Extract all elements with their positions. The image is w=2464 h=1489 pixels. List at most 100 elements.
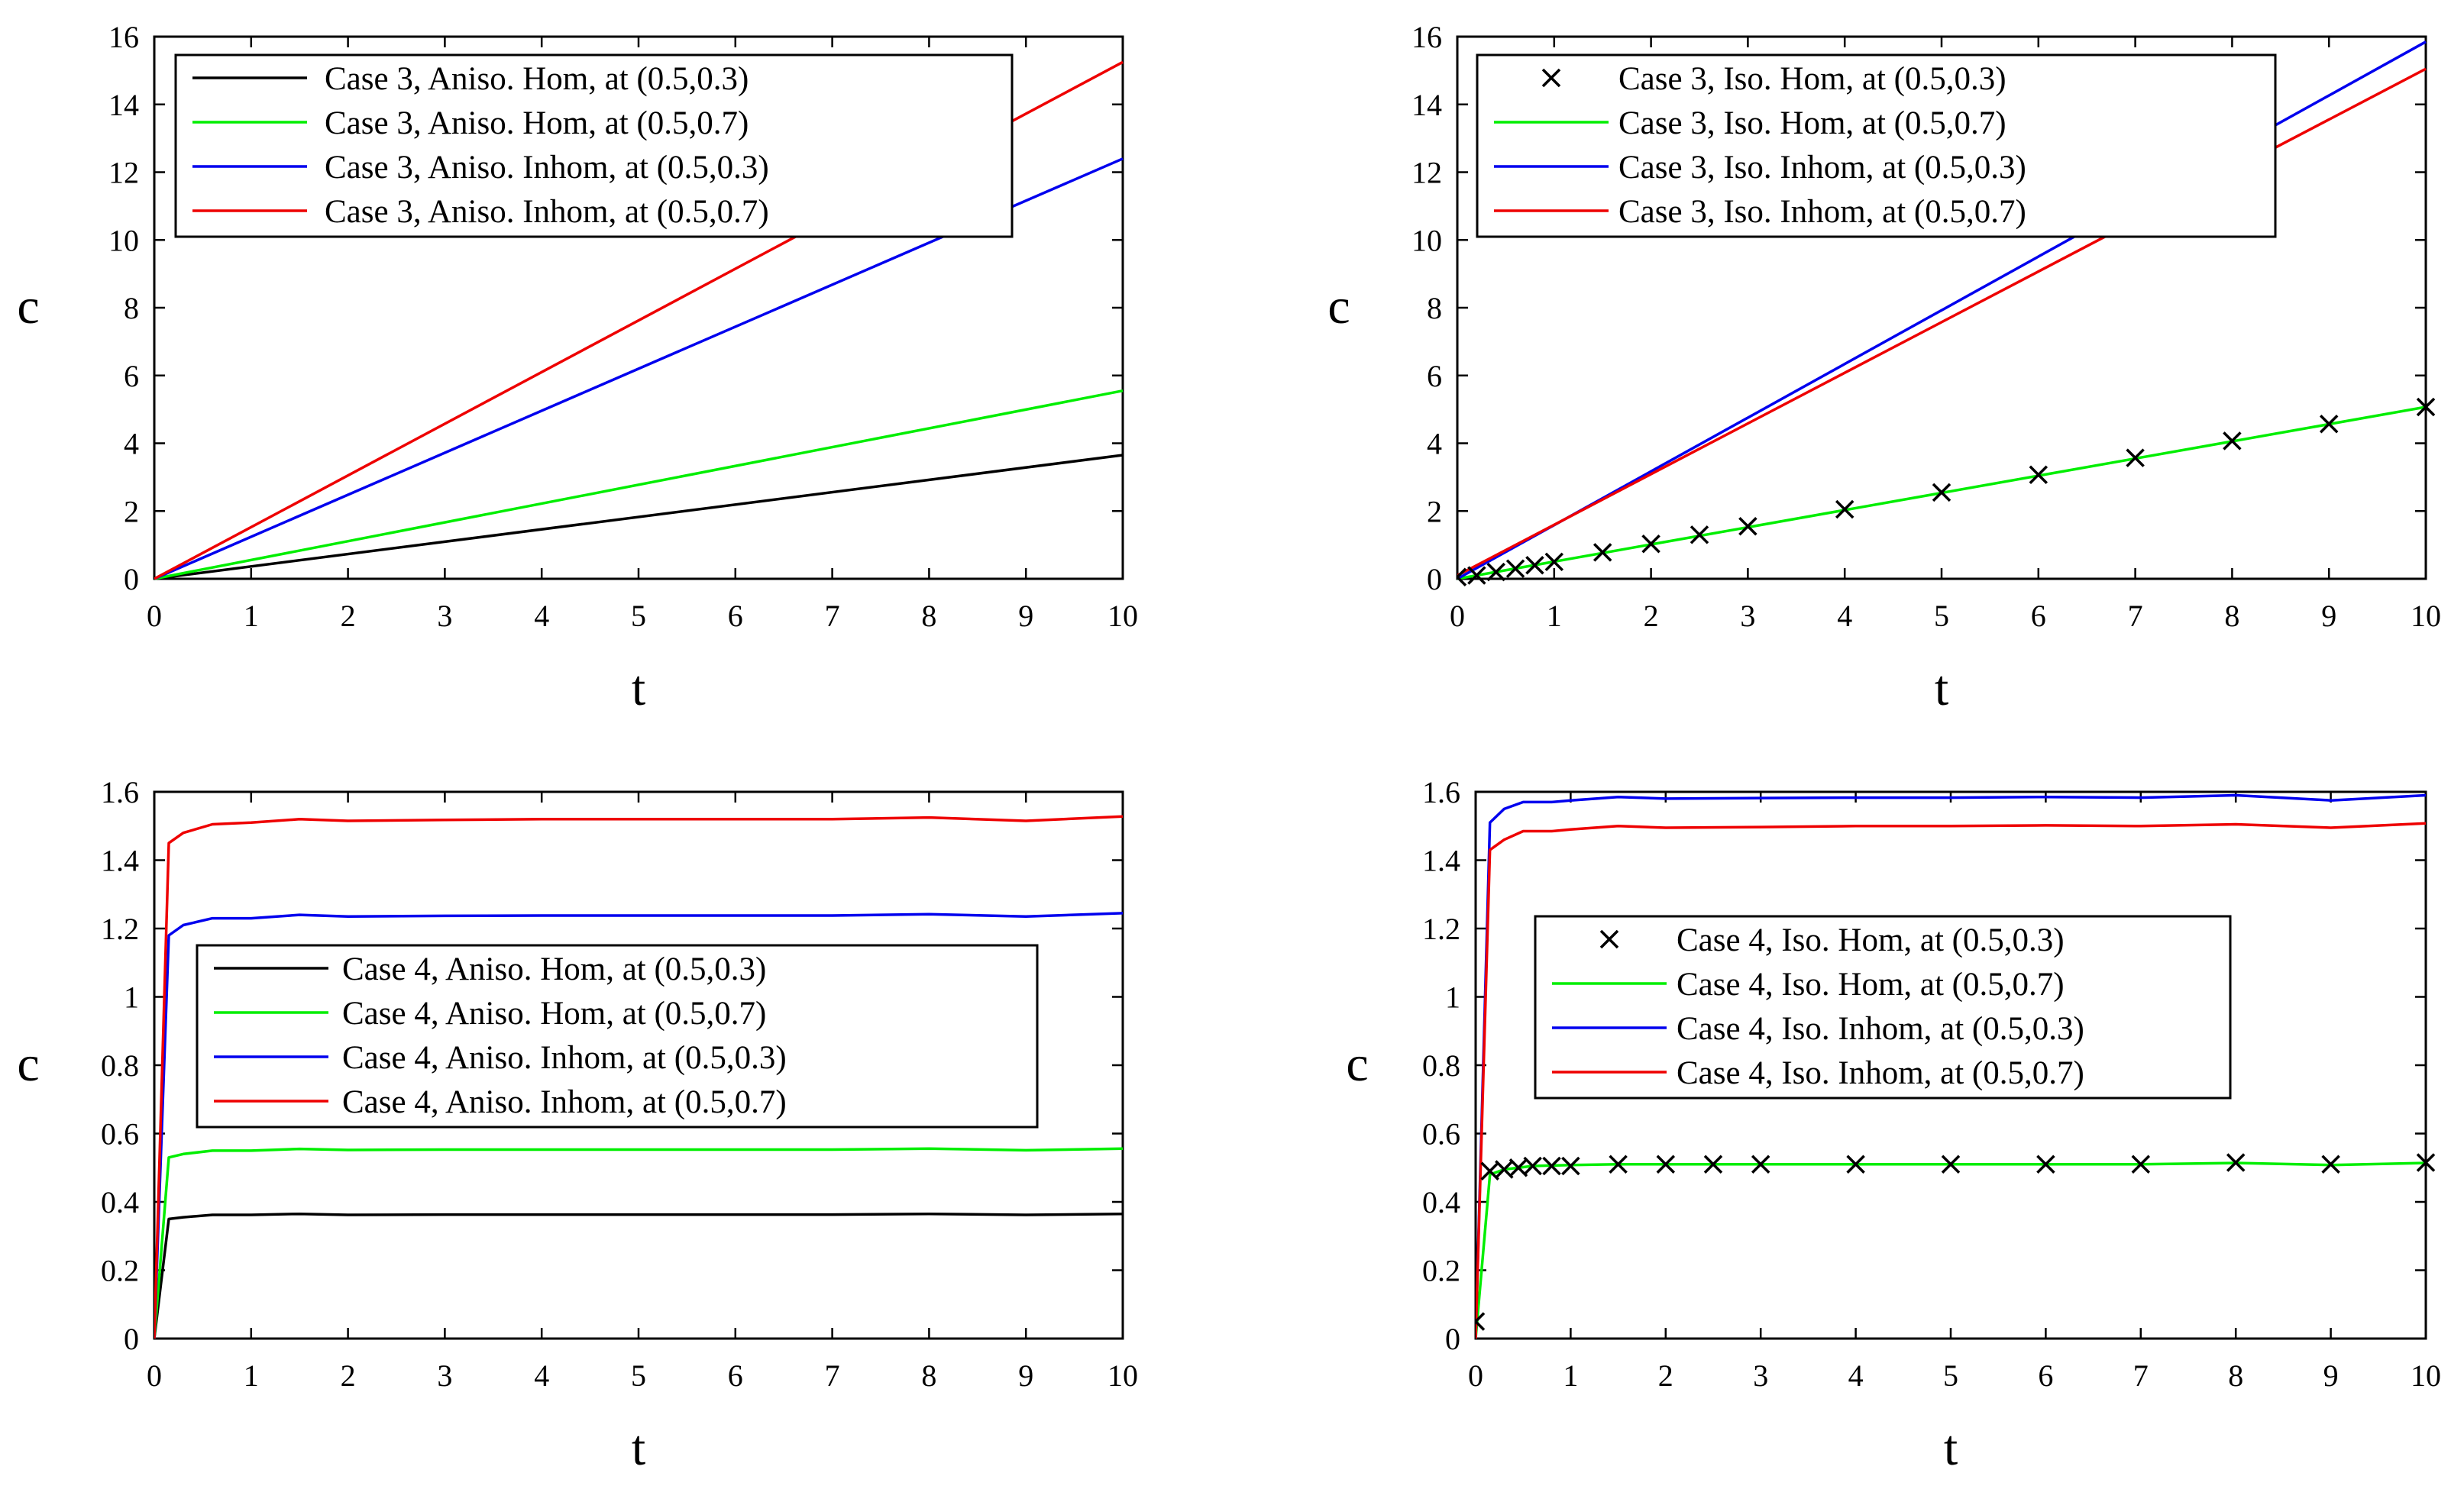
data-point [2321,1155,2340,1174]
x-tick-label: 10 [2411,599,2441,633]
x-tick-label: 2 [341,1358,356,1393]
legend-label: Case 4, Aniso. Inhom, at (0.5,0.3) [342,1040,787,1076]
data-point [1641,535,1660,554]
x-tick-label: 10 [1108,599,1138,633]
x-tick-label: 1 [1563,1358,1578,1393]
y-tick-label: 1.6 [1422,775,1460,809]
x-tick-label: 2 [341,599,356,633]
legend-box [196,944,1039,1129]
x-tick-label: 4 [534,1358,549,1393]
y-tick-label: 16 [1411,20,1442,54]
data-point [2126,448,2145,467]
legend-label: Case 4, Iso. Hom, at (0.5,0.3) [1677,922,2065,958]
legend-label: Case 3, Iso. Inhom, at (0.5,0.7) [1618,194,2026,230]
y-tick-label: 1.2 [1422,912,1460,946]
legend-label: Case 4, Iso. Hom, at (0.5,0.7) [1677,967,2065,1003]
y-tick-label: 14 [108,88,139,122]
data-point [2416,1153,2436,1172]
data-point [1467,566,1486,585]
x-tick-label: 6 [728,599,743,633]
x-tick-label: 3 [1740,599,1755,633]
legend-box [174,53,1014,238]
legend-label: Case 3, Aniso. Inhom, at (0.5,0.7) [325,194,769,230]
x-tick-label: 1 [244,599,259,633]
x-tick-label: 3 [437,1358,452,1393]
x-tick-label: 2 [1644,599,1659,633]
data-point [1457,567,1467,587]
y-tick-label: 0 [1427,562,1442,596]
x-axis-label: t [632,1420,645,1476]
y-tick-label: 10 [1411,223,1442,257]
legend: Case 3, Aniso. Hom, at (0.5,0.3) Case 3, … [174,53,1014,238]
y-tick-label: 1.4 [1422,844,1460,878]
x-tick-label: 8 [921,599,936,633]
series-line-2 [154,389,1124,580]
x-tick-label: 9 [2323,1358,2339,1393]
x-axis-label: t [1944,1420,1958,1476]
y-tick-label: 16 [108,20,139,54]
y-tick-label: 4 [124,427,139,461]
legend-label: Case 3, Aniso. Hom, at (0.5,0.3) [325,61,749,97]
x-tick-label: 8 [921,1358,936,1393]
data-point [2036,1155,2055,1174]
chart-panel-3: 0 1 2 3 4 5 6 7 8 9 10 0 0.2 0.4 0.6 0.8 1 1.2 1.4 1.6 t c Cas… [17,775,1138,1476]
y-tick-label: 0.4 [1422,1185,1460,1219]
y-axis-label: c [1346,1036,1368,1092]
data-point [1738,516,1757,536]
legend: Case 3, Iso. Hom, at (0.5,0.3) Case 3, Is… [1476,53,2277,238]
data-point [1561,1156,1580,1176]
series-line-4 [154,815,1124,1339]
data-point [1542,1156,1561,1176]
legend-label: Case 4, Iso. Inhom, at (0.5,0.3) [1677,1011,2084,1047]
x-tick-label: 3 [1753,1358,1768,1393]
y-tick-label: 12 [108,156,139,190]
x-axis-label: t [632,661,645,716]
data-point [1486,562,1505,582]
data-point [1523,1156,1542,1176]
x-tick-label: 5 [1934,599,1949,633]
series-group [154,815,1124,1339]
x-tick-label: 2 [1658,1358,1673,1393]
legend-marker [1599,929,1619,949]
x-tick-label: 7 [825,1358,840,1393]
data-point [1846,1155,1865,1174]
data-point [2319,414,2339,434]
x-tick-label: 6 [2031,599,2046,633]
legend-label: Case 3, Iso. Hom, at (0.5,0.3) [1618,61,2006,97]
data-point [1609,1155,1628,1174]
x-tick-label: 9 [1018,1358,1033,1393]
legend-label: Case 4, Aniso. Inhom, at (0.5,0.7) [342,1084,787,1120]
x-tick-label: 4 [534,599,549,633]
x-tick-label: 1 [244,1358,259,1393]
data-point [1690,525,1709,544]
data-point [1505,559,1525,578]
series-line-3 [1476,793,2427,1339]
y-tick-label: 1 [124,980,139,1015]
y-tick-label: 0.6 [101,1117,139,1151]
series-line-4 [1476,822,2427,1339]
x-tick-label: 7 [2133,1358,2149,1393]
y-tick-label: 14 [1411,88,1442,122]
y-tick-label: 0 [124,1322,139,1356]
legend-label: Case 3, Aniso. Hom, at (0.5,0.7) [325,105,749,141]
y-tick-label: 1.2 [101,912,139,946]
x-tick-label: 5 [1943,1358,1958,1393]
legend-label: Case 4, Aniso. Hom, at (0.5,0.7) [342,996,766,1032]
series-line-3 [154,912,1124,1339]
y-tick-label: 0.4 [101,1185,139,1219]
x-tick-label: 4 [1837,599,1852,633]
y-axis-label: c [1327,279,1350,334]
x-tick-label: 6 [728,1358,743,1393]
y-tick-label: 1.4 [101,844,139,878]
x-tick-label: 0 [1468,1358,1483,1393]
y-tick-label: 10 [108,223,139,257]
x-tick-label: 9 [1018,599,1033,633]
series-line-1 [154,454,1124,580]
x-tick-label: 4 [1848,1358,1864,1393]
y-tick-label: 0 [124,562,139,596]
y-tick-label: 0.8 [101,1048,139,1083]
y-tick-label: 0.8 [1422,1048,1460,1083]
x-tick-label: 8 [2224,599,2239,633]
y-tick-label: 6 [124,359,139,393]
